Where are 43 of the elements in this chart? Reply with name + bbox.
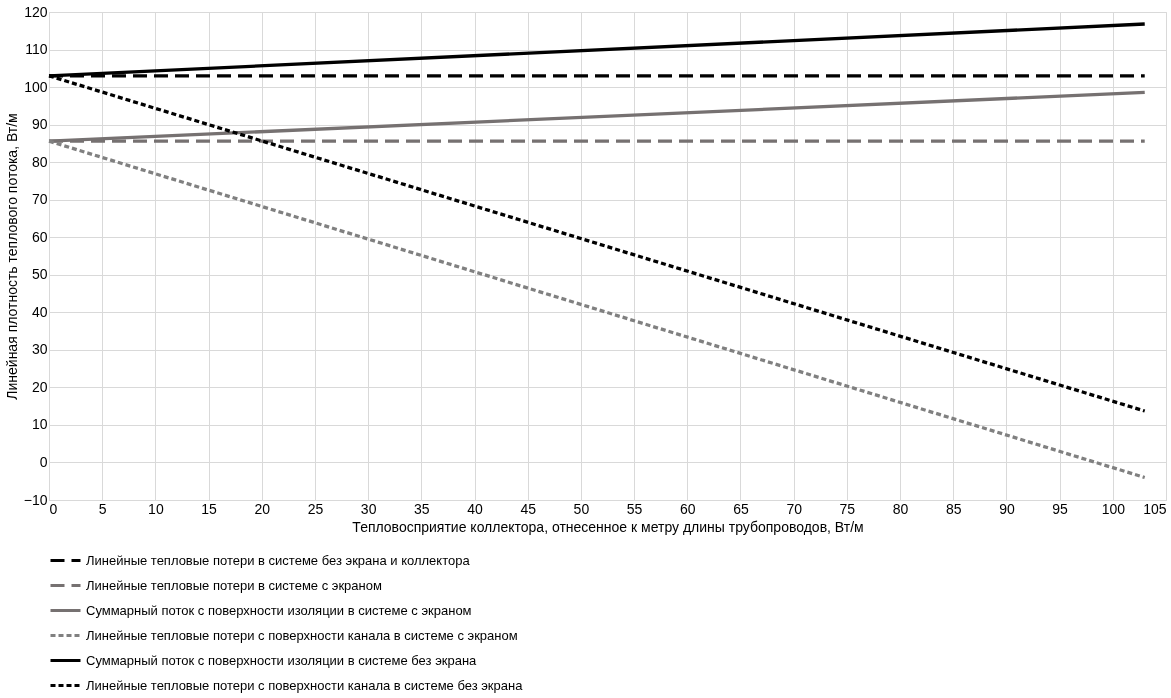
- legend-label: Линейные тепловые потери в системе без экрана и коллектора: [86, 552, 471, 568]
- x-tick-label: 5: [98, 500, 107, 517]
- y-tick-label: 50: [31, 266, 48, 283]
- y-tick-label: 70: [31, 191, 48, 208]
- legend-label: Суммарный поток с поверхности изоляции в системе без экрана: [86, 652, 478, 668]
- legend-label: Линейные тепловые потери с поверхности канала в системе без экрана: [86, 677, 524, 693]
- x-tick-label: 70: [786, 500, 803, 517]
- x-tick-label: 105: [1143, 500, 1167, 517]
- x-tick-label: 35: [414, 500, 430, 517]
- x-tick-label: 30: [360, 500, 377, 517]
- x-tick-label: 55: [626, 500, 643, 517]
- legend-label: Суммарный поток с поверхности изоляции в системе с экраном: [86, 602, 472, 618]
- x-tick-label: 75: [839, 500, 856, 517]
- y-tick-label: 40: [31, 303, 48, 320]
- legend-label: Линейные тепловые потери с поверхности канала в системе с экраном: [86, 627, 518, 643]
- x-tick-label: 85: [945, 500, 962, 517]
- y-tick-label: 30: [31, 341, 48, 358]
- y-tick-label: 100: [24, 78, 48, 95]
- x-tick-label: 40: [467, 500, 484, 517]
- x-tick-label: 90: [999, 500, 1015, 517]
- y-tick-label: 10: [31, 416, 48, 433]
- legend-label: Линейные тепловые потери в системе с экраном: [86, 577, 382, 593]
- x-tick-label: 45: [520, 500, 537, 517]
- x-tick-label: 80: [892, 500, 909, 517]
- x-tick-label: 95: [1052, 500, 1069, 517]
- x-tick-label: 10: [148, 500, 164, 517]
- y-tick-label: 20: [31, 378, 48, 395]
- x-tick-label: 15: [201, 500, 218, 517]
- y-axis-title: Линейная плотность теплового потока, Вт/м: [3, 113, 20, 400]
- y-tick-label: 90: [31, 116, 48, 133]
- x-tick-label: 65: [733, 500, 749, 517]
- x-axis-title: Тепловосприятие коллектора, отнесенное к метру длины трубопроводов, Вт/м: [352, 518, 864, 535]
- x-tick-label: 20: [254, 500, 271, 517]
- x-tick-label: 25: [307, 500, 324, 517]
- x-tick-label: 60: [680, 500, 696, 517]
- x-tick-label: 100: [1101, 500, 1126, 517]
- y-tick-label: 0: [39, 453, 48, 470]
- y-tick-label: 110: [25, 41, 48, 58]
- y-tick-label: 60: [31, 228, 48, 245]
- y-tick-label: 80: [31, 153, 48, 170]
- x-tick-label: 50: [573, 500, 590, 517]
- y-tick-label: −10: [23, 491, 48, 508]
- y-tick-label: 120: [24, 3, 48, 20]
